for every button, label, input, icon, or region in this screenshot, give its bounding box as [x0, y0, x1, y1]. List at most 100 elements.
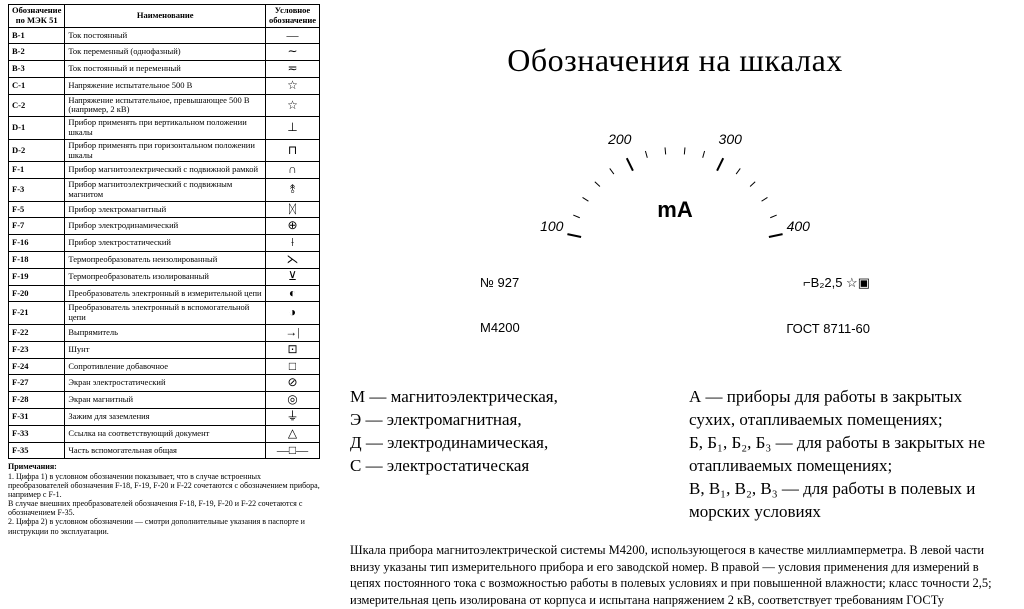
cell-symbol: □ — [266, 358, 320, 375]
cell-code: C-1 — [9, 77, 65, 94]
cell-name: Шунт — [65, 341, 266, 358]
cell-symbol: ◑ — [266, 302, 320, 325]
cell-symbol: ∼ — [266, 44, 320, 61]
legend-line: Э — электромагнитная, — [350, 409, 661, 432]
cell-symbol: ☆ — [266, 77, 320, 94]
table-row: F-3Прибор магнитоэлектрический с подвижн… — [9, 179, 320, 202]
cell-code: F-24 — [9, 358, 65, 375]
cell-code: B-2 — [9, 44, 65, 61]
minor-tick — [573, 215, 579, 218]
legend-line: М — магнитоэлектрическая, — [350, 386, 661, 409]
table-row: F-35Часть вспомогательная общая—□— — [9, 442, 320, 459]
cell-code: F-16 — [9, 235, 65, 252]
cell-code: F-5 — [9, 201, 65, 218]
minor-tick — [684, 147, 685, 154]
legend-line: С — электростатическая — [350, 455, 661, 478]
minor-tick — [583, 197, 589, 201]
cell-symbol: ⊥ — [266, 117, 320, 140]
cell-name: Ток постоянный — [65, 27, 266, 44]
table-row: C-2Напряжение испытательное, превышающее… — [9, 94, 320, 117]
table-row: F-16Прибор электростатический⟊ — [9, 235, 320, 252]
footnote-2: 2. Цифра 2) в условном обозначении — смо… — [8, 517, 320, 535]
table-row: F-23Шунт⊡ — [9, 341, 320, 358]
table-row: F-33Ссылка на соответствующий документ△ — [9, 425, 320, 442]
major-tick — [717, 158, 723, 171]
legend-right: А — приборы для работы в закрытых сухих,… — [689, 386, 1000, 524]
footnotes: Примечания: 1. Цифра 1) в условном обозн… — [8, 462, 320, 536]
minor-tick — [762, 197, 768, 201]
cell-symbol: ⊕ — [266, 218, 320, 235]
cell-symbol: ∩ — [266, 162, 320, 179]
table-row: B-2Ток переменный (однофазный)∼ — [9, 44, 320, 61]
page-title: Обозначения на шкалах — [340, 42, 1010, 79]
cell-code: F-18 — [9, 252, 65, 269]
cell-name: Выпрямитель — [65, 324, 266, 341]
cell-symbol: ◎ — [266, 392, 320, 409]
cell-code: F-21 — [9, 302, 65, 325]
gauge-unit: mA — [657, 197, 693, 222]
cell-name: Сопротивление добавочное — [65, 358, 266, 375]
cell-code: D-1 — [9, 117, 65, 140]
table-row: F-19Термопреобразователь изолированный⊻ — [9, 268, 320, 285]
footnote-header: Примечания: — [8, 462, 320, 471]
cell-name: Прибор электродинамический — [65, 218, 266, 235]
cell-symbol: —□— — [266, 442, 320, 459]
cell-code: F-7 — [9, 218, 65, 235]
cell-symbol: ≂ — [266, 61, 320, 78]
gauge-serial: № 927 — [480, 275, 520, 290]
cell-name: Термопреобразователь неизолированный — [65, 252, 266, 269]
cell-code: F-19 — [9, 268, 65, 285]
cell-symbol: ⊡ — [266, 341, 320, 358]
cell-code: F-31 — [9, 408, 65, 425]
table-row: D-2Прибор применять при горизонтальном п… — [9, 139, 320, 162]
footnote-1: 1. Цифра 1) в условном обозначении показ… — [8, 472, 320, 518]
cell-symbol: ⊘ — [266, 375, 320, 392]
cell-name: Ссылка на соответствующий документ — [65, 425, 266, 442]
table-row: F-27Экран электростатический⊘ — [9, 375, 320, 392]
table-row: D-1Прибор применять при вертикальном пол… — [9, 117, 320, 140]
gauge-model: М4200 — [480, 320, 520, 335]
cell-name: Прибор магнитоэлектрический с подвижной … — [65, 162, 266, 179]
cell-code: F-33 — [9, 425, 65, 442]
th-sym: Условное обозначение — [266, 5, 320, 28]
cell-symbol: — — [266, 27, 320, 44]
table-row: F-1Прибор магнитоэлектрический с подвижн… — [9, 162, 320, 179]
cell-name: Ток постоянный и переменный — [65, 61, 266, 78]
minor-tick — [750, 182, 755, 187]
cell-name: Экран магнитный — [65, 392, 266, 409]
cell-name: Ток переменный (однофазный) — [65, 44, 266, 61]
cell-code: F-1 — [9, 162, 65, 179]
cell-symbol: △ — [266, 425, 320, 442]
table-row: F-31Зажим для заземления⏚ — [9, 408, 320, 425]
gauge-dial: 0100200300400500mA — [460, 107, 890, 247]
table-row: F-18Термопреобразователь неизолированный… — [9, 252, 320, 269]
cell-name: Преобразователь электронный в измеритель… — [65, 285, 266, 302]
cell-name: Прибор применять при горизонтальном поло… — [65, 139, 266, 162]
cell-name: Прибор электромагнитный — [65, 201, 266, 218]
content-panel: Обозначения на шкалах 0100200300400500mA… — [340, 0, 1010, 609]
gauge-metadata: № 927 М4200 ⌐B₂2,5 ☆▣ ГОСТ 8711-60 — [460, 245, 890, 366]
cell-symbol: ⋋ — [266, 252, 320, 269]
table-row: F-7Прибор электродинамический⊕ — [9, 218, 320, 235]
cell-code: B-3 — [9, 61, 65, 78]
table-row: C-1Напряжение испытательное 500 В☆ — [9, 77, 320, 94]
tick-label: 100 — [540, 218, 564, 234]
cell-symbol: ◐ — [266, 285, 320, 302]
minor-tick — [610, 168, 614, 174]
cell-symbol: ᛞ — [266, 201, 320, 218]
tick-label: 200 — [607, 131, 632, 147]
table-row: B-3Ток постоянный и переменный≂ — [9, 61, 320, 78]
cell-name: Прибор применять при вертикальном положе… — [65, 117, 266, 140]
cell-symbol: ☆ — [266, 94, 320, 117]
gauge-gost: ГОСТ 8711-60 — [786, 321, 870, 336]
legend-line: А — приборы для работы в закрытых сухих,… — [689, 386, 1000, 432]
table-row: F-21Преобразователь электронный в вспомо… — [9, 302, 320, 325]
tick-label: 300 — [719, 131, 743, 147]
cell-code: F-20 — [9, 285, 65, 302]
cell-symbol: →| — [266, 324, 320, 341]
th-name: Наименование — [65, 5, 266, 28]
cell-name: Часть вспомогательная общая — [65, 442, 266, 459]
cell-code: F-23 — [9, 341, 65, 358]
cell-name: Экран электростатический — [65, 375, 266, 392]
cell-symbol: ⟊ — [266, 235, 320, 252]
